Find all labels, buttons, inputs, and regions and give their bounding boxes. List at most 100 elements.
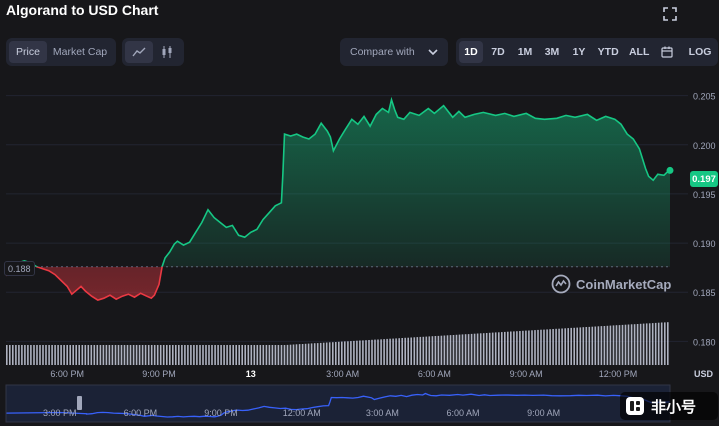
volume-bar <box>87 345 90 365</box>
volume-bar <box>540 329 542 365</box>
volume-bar <box>461 334 464 365</box>
candlestick-icon <box>162 46 172 58</box>
volume-bar <box>265 345 268 365</box>
volume-bar <box>642 323 645 365</box>
volume-bar <box>66 345 68 365</box>
volume-bar <box>153 345 156 365</box>
volume-bar <box>286 344 289 365</box>
volume-bar <box>654 322 657 365</box>
volume-bar <box>603 326 606 365</box>
volume-bar <box>350 341 352 365</box>
volume-bar <box>494 332 497 365</box>
volume-bar <box>138 345 141 365</box>
compare-with-dropdown[interactable]: Compare with <box>340 38 448 66</box>
volume-bar <box>63 345 65 365</box>
volume-bar <box>178 345 180 365</box>
volume-bar <box>166 345 168 365</box>
volume-bar <box>226 345 228 365</box>
volume-bar <box>12 345 14 365</box>
price-line-down <box>5 266 163 301</box>
tab-market-cap[interactable]: Market Cap <box>52 46 108 58</box>
range-7d[interactable]: 7D <box>491 46 505 58</box>
volume-bar <box>126 345 129 365</box>
volume-bar <box>117 345 120 365</box>
volume-bar <box>434 336 437 365</box>
volume-bar <box>458 334 461 365</box>
open-price-label: 0.188 <box>4 261 35 276</box>
range-1d[interactable]: 1D <box>459 41 483 63</box>
volume-bar <box>114 345 117 365</box>
volume-bar <box>102 345 105 365</box>
volume-bar <box>298 344 301 365</box>
volume-bar <box>537 329 539 365</box>
fullscreen-icon[interactable] <box>662 6 678 22</box>
volume-bar <box>407 337 409 365</box>
volume-bar <box>36 345 38 365</box>
volume-bar <box>262 345 265 365</box>
current-price-label: 0.197 <box>690 171 718 187</box>
y-tick-label: 0.190 <box>693 239 716 249</box>
range-1y[interactable]: 1Y <box>572 46 586 58</box>
line-chart-button[interactable] <box>125 41 153 63</box>
volume-bar <box>507 331 509 365</box>
volume-bar <box>488 332 491 365</box>
volume-bar <box>75 345 77 365</box>
volume-bar <box>404 337 406 365</box>
calendar-button[interactable] <box>656 41 678 63</box>
volume-bar <box>123 345 126 365</box>
volume-bar <box>84 345 87 365</box>
volume-bar <box>522 330 524 365</box>
volume-bar <box>144 345 147 365</box>
range-all[interactable]: ALL <box>628 46 650 58</box>
x-tick-label: 6:00 PM <box>50 369 84 379</box>
volume-bar <box>528 330 530 365</box>
volume-bar <box>120 345 123 365</box>
volume-bar <box>193 345 195 365</box>
price-area-up <box>15 99 670 267</box>
tab-price[interactable]: Price <box>9 41 47 63</box>
volume-bar <box>564 328 566 365</box>
calendar-icon <box>661 46 673 58</box>
volume-bar <box>259 345 262 365</box>
volume-bar <box>452 335 455 365</box>
volume-bar <box>48 345 50 365</box>
range-navigator[interactable]: 3:00 PM 6:00 PM 9:00 PM 12:00 AM 3:00 AM 6:00… <box>5 384 671 423</box>
volume-bar <box>558 328 560 365</box>
volume-bar <box>283 345 286 365</box>
volume-bar <box>141 345 144 365</box>
volume-bar <box>156 345 159 365</box>
volume-bar <box>205 345 207 365</box>
volume-bar <box>172 345 174 365</box>
volume-bar <box>341 341 343 365</box>
range-3m[interactable]: 3M <box>544 46 560 58</box>
volume-bar <box>129 345 132 365</box>
log-scale-toggle[interactable]: LOG <box>688 46 712 58</box>
range-1m[interactable]: 1M <box>517 46 533 58</box>
volume-bar <box>316 343 319 365</box>
volume-bar <box>105 345 108 365</box>
volume-bar <box>159 345 162 365</box>
volume-bar <box>501 332 503 365</box>
volume-bar <box>473 333 476 365</box>
volume-bar <box>223 345 225 365</box>
volume-bar <box>525 330 527 365</box>
navigator-tick-label: 6:00 AM <box>446 408 479 418</box>
navigator-handle[interactable] <box>77 396 82 410</box>
volume-bar <box>232 345 234 365</box>
x-tick-label: 9:00 AM <box>510 369 543 379</box>
volume-bar <box>398 338 400 365</box>
volume-bar <box>295 344 298 365</box>
volume-bar <box>443 335 446 365</box>
volume-bar <box>220 345 222 365</box>
volume-bar <box>513 331 515 365</box>
volume-bar <box>60 345 62 365</box>
volume-bar <box>33 345 35 365</box>
volume-bar <box>636 324 639 365</box>
range-ytd[interactable]: YTD <box>597 46 619 58</box>
volume-bar <box>627 324 630 365</box>
volume-bar <box>621 324 624 365</box>
volume-bar <box>606 325 609 365</box>
candlestick-button[interactable] <box>153 41 181 63</box>
volume-bar <box>99 345 102 365</box>
